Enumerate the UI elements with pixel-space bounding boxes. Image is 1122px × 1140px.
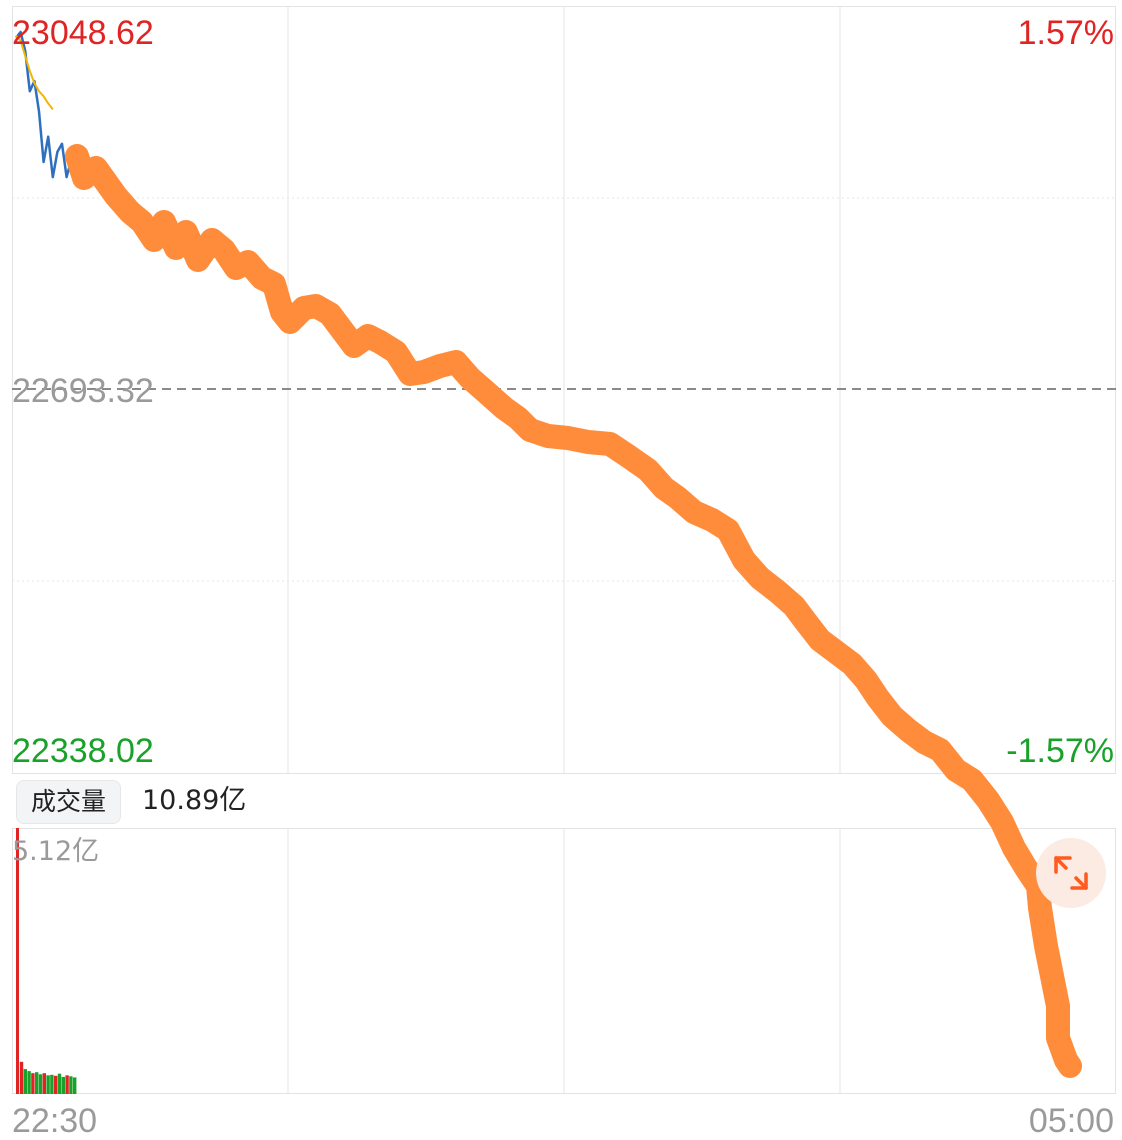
prev-close-label: 22693.32 — [12, 372, 154, 410]
price-high-label: 23048.62 — [12, 14, 154, 52]
price-chart-panel — [12, 6, 1116, 774]
pct-low-label: -1.57% — [1006, 732, 1114, 770]
volume-max-label: 5.12亿 — [12, 836, 100, 867]
expand-arrows-icon — [1054, 856, 1088, 890]
volume-total: 10.89亿 — [142, 785, 247, 816]
time-end-label: 05:00 — [1028, 1102, 1114, 1140]
fullscreen-button[interactable] — [1036, 838, 1106, 908]
price-low-label: 22338.02 — [12, 732, 154, 770]
pct-high-label: 1.57% — [1017, 14, 1114, 52]
time-start-label: 22:30 — [12, 1102, 98, 1140]
volume-chart-panel — [12, 828, 1116, 1094]
volume-indicator-button[interactable]: 成交量 — [16, 780, 122, 824]
